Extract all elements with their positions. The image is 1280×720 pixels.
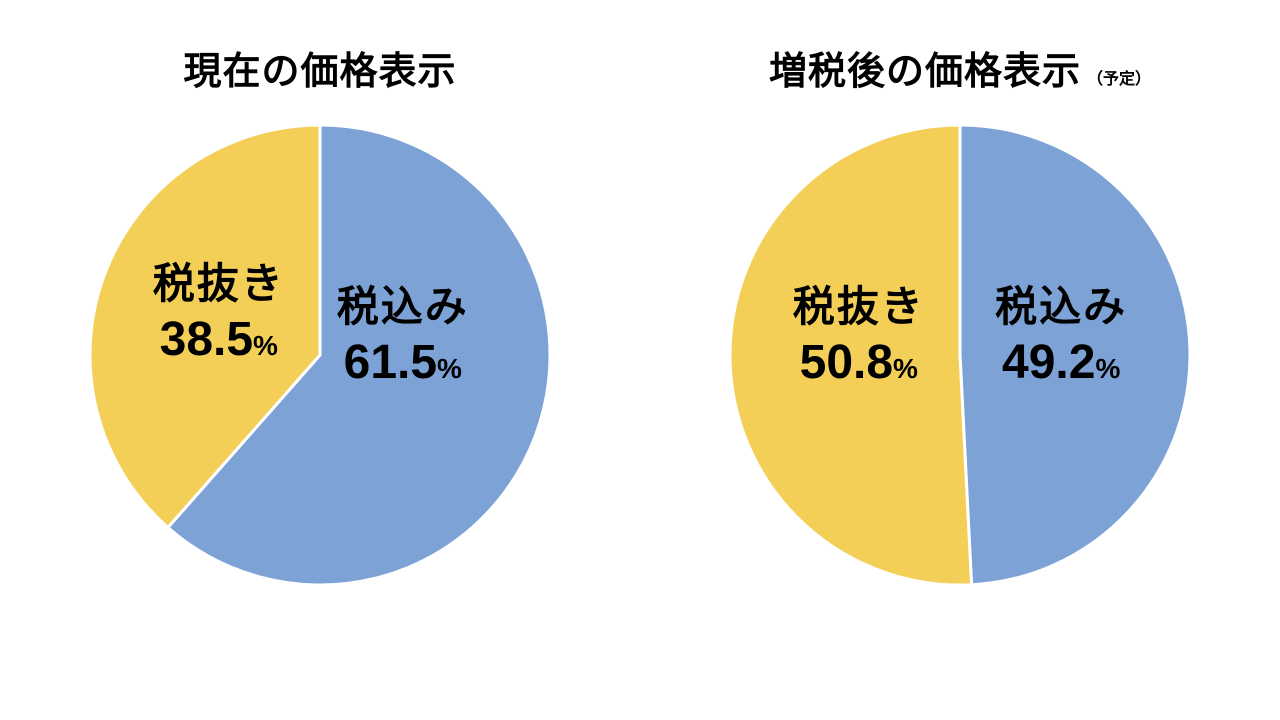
slice-name: 税込み <box>337 280 469 333</box>
chart-title: 現在の価格表示 <box>183 40 456 95</box>
slice-name: 税抜き <box>793 280 925 333</box>
charts-container: 現在の価格表示税込み61.5%税抜き38.5%増税後の価格表示（予定）税込み49… <box>0 0 1280 720</box>
chart-title: 増税後の価格表示 <box>769 40 1081 95</box>
slice-name: 税込み <box>995 280 1127 333</box>
slice-label: 税抜き38.5% <box>153 257 285 370</box>
pie-chart: 税込み49.2%税抜き50.8% <box>730 125 1190 585</box>
slice-label: 税込み49.2% <box>995 280 1127 393</box>
slice-value: 61.5 <box>344 336 437 389</box>
percent-symbol: % <box>437 353 462 384</box>
percent-symbol: % <box>253 330 278 361</box>
slice-label: 税込み61.5% <box>337 280 469 393</box>
percent-symbol: % <box>1095 353 1120 384</box>
slice-value-row: 38.5% <box>153 310 285 370</box>
slice-value-row: 50.8% <box>793 333 925 393</box>
percent-symbol: % <box>893 353 918 384</box>
slice-value-row: 49.2% <box>995 333 1127 393</box>
slice-value: 50.8 <box>800 336 893 389</box>
slice-value-row: 61.5% <box>337 333 469 393</box>
chart-title-row: 増税後の価格表示（予定） <box>769 40 1151 95</box>
slice-value: 49.2 <box>1002 336 1095 389</box>
pie-chart: 税込み61.5%税抜き38.5% <box>90 125 550 585</box>
slice-name: 税抜き <box>153 257 285 310</box>
chart-panel-current: 現在の価格表示税込み61.5%税抜き38.5% <box>90 40 550 585</box>
chart-title-row: 現在の価格表示 <box>183 40 456 95</box>
chart-title-annotation: （予定） <box>1087 65 1151 89</box>
chart-panel-after-tax: 増税後の価格表示（予定）税込み49.2%税抜き50.8% <box>730 40 1190 585</box>
slice-value: 38.5 <box>160 313 253 366</box>
slice-label: 税抜き50.8% <box>793 280 925 393</box>
